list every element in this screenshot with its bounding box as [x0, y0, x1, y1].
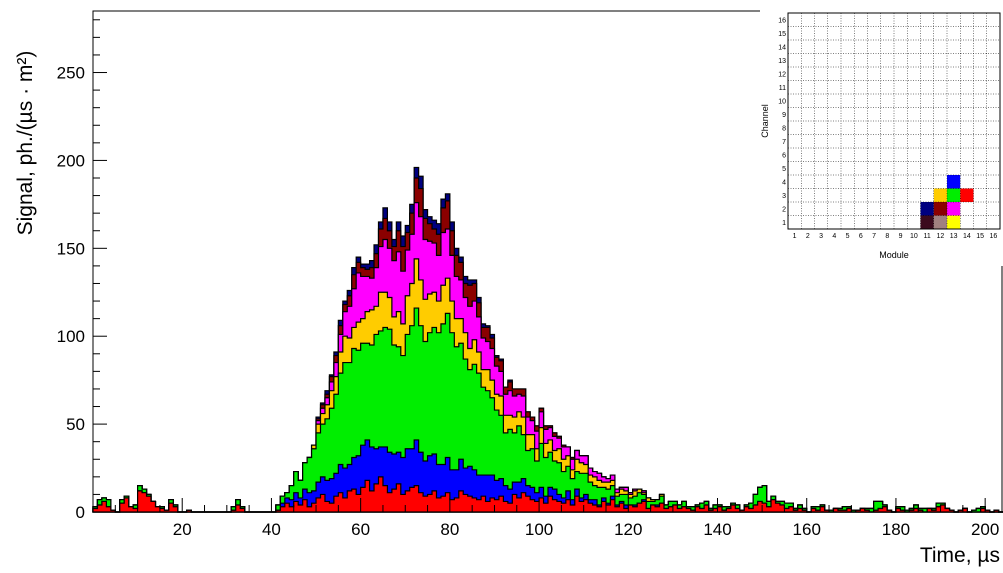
inset-y-tick-label: 10 [778, 98, 786, 105]
inset-x-tick-label: 5 [846, 233, 850, 240]
inset-x-tick-label: 14 [963, 233, 971, 240]
inset-cell [920, 202, 934, 216]
inset-y-tick-label: 7 [782, 139, 786, 146]
inset-x-tick-label: 8 [885, 233, 889, 240]
inset-cell [933, 215, 947, 229]
inset-x-tick-label: 4 [832, 233, 836, 240]
x-tick-label: 140 [703, 520, 731, 539]
y-tick-label: 150 [57, 239, 85, 258]
inset-y-axis-title: Channel [760, 104, 770, 138]
inset-y-tick-label: 3 [782, 193, 786, 200]
inset-y-tick-label: 13 [778, 58, 786, 65]
tick-labels-layer: 20 40 60 80 100 120 140 160 180 20005010015020025… [57, 64, 1000, 539]
inset-y-tick-label: 11 [779, 85, 786, 92]
inset-x-tick-label: 6 [859, 233, 863, 240]
inset-cell [933, 188, 947, 202]
x-axis-title: Time, µs [920, 544, 1000, 567]
inset-y-tick-label: 9 [782, 112, 786, 119]
x-tick-label: 80 [440, 520, 459, 539]
y-tick-label: 0 [76, 503, 85, 522]
y-tick-label: 100 [57, 327, 85, 346]
x-tick-label: 180 [882, 520, 910, 539]
inset-y-tick-label: 15 [778, 31, 786, 38]
inset-x-tick-label: 16 [989, 233, 997, 240]
x-tick-label: 200 [971, 520, 999, 539]
inset-y-tick-label: 6 [782, 152, 786, 159]
inset-y-tick-label: 14 [778, 44, 786, 51]
inset-y-tick-label: 1 [782, 220, 786, 227]
inset-y-tick-label: 5 [782, 166, 786, 173]
x-tick-label: 100 [525, 520, 553, 539]
x-tick-label: 20 [173, 520, 192, 539]
y-tick-label: 50 [66, 415, 85, 434]
y-tick-label: 250 [57, 64, 85, 83]
inset-y-tick-label: 16 [778, 17, 786, 24]
inset-x-tick-label: 15 [976, 233, 984, 240]
inset-frame [787, 12, 1001, 230]
x-tick-label: 120 [614, 520, 642, 539]
inset-x-tick-label: 2 [806, 233, 810, 240]
inset-x-tick-label: 7 [872, 233, 876, 240]
inset-cell [947, 188, 961, 202]
inset-x-tick-label: 1 [793, 233, 797, 240]
inset-x-tick-label: 13 [950, 233, 958, 240]
inset-cell [947, 202, 961, 216]
x-tick-label: 40 [262, 520, 281, 539]
inset-x-tick-label: 9 [899, 233, 903, 240]
axes-layer [92, 11, 1003, 513]
inset-background [760, 8, 1003, 266]
inset-x-tick-label: 10 [910, 233, 918, 240]
x-tick-label: 60 [351, 520, 370, 539]
inset-cell [947, 215, 961, 229]
inset-y-tick-label: 4 [782, 179, 786, 186]
inset-y-tick-label: 2 [782, 206, 786, 213]
inset-y-tick-label: 8 [782, 125, 786, 132]
inset-x-tick-label: 11 [923, 233, 930, 240]
y-tick-label: 200 [57, 151, 85, 170]
inset-x-tick-label: 12 [936, 233, 944, 240]
inset-heatmap: 1 2 3 4 5 6 7 8 9 10 11 12 13 14 15 1612345678910111213… [760, 8, 1003, 266]
histogram-layer [92, 166, 1003, 513]
inset-cell [933, 202, 947, 216]
y-axis-title: Signal, ph./(µs · m²) [14, 51, 37, 236]
inset-y-tick-label: 12 [778, 71, 786, 78]
inset-cell [947, 175, 961, 189]
inset-cell [920, 215, 934, 229]
inset-x-tick-label: 3 [819, 233, 823, 240]
inset-cell [960, 188, 974, 202]
x-tick-label: 160 [793, 520, 821, 539]
inset-x-axis-title: Module [879, 250, 909, 260]
